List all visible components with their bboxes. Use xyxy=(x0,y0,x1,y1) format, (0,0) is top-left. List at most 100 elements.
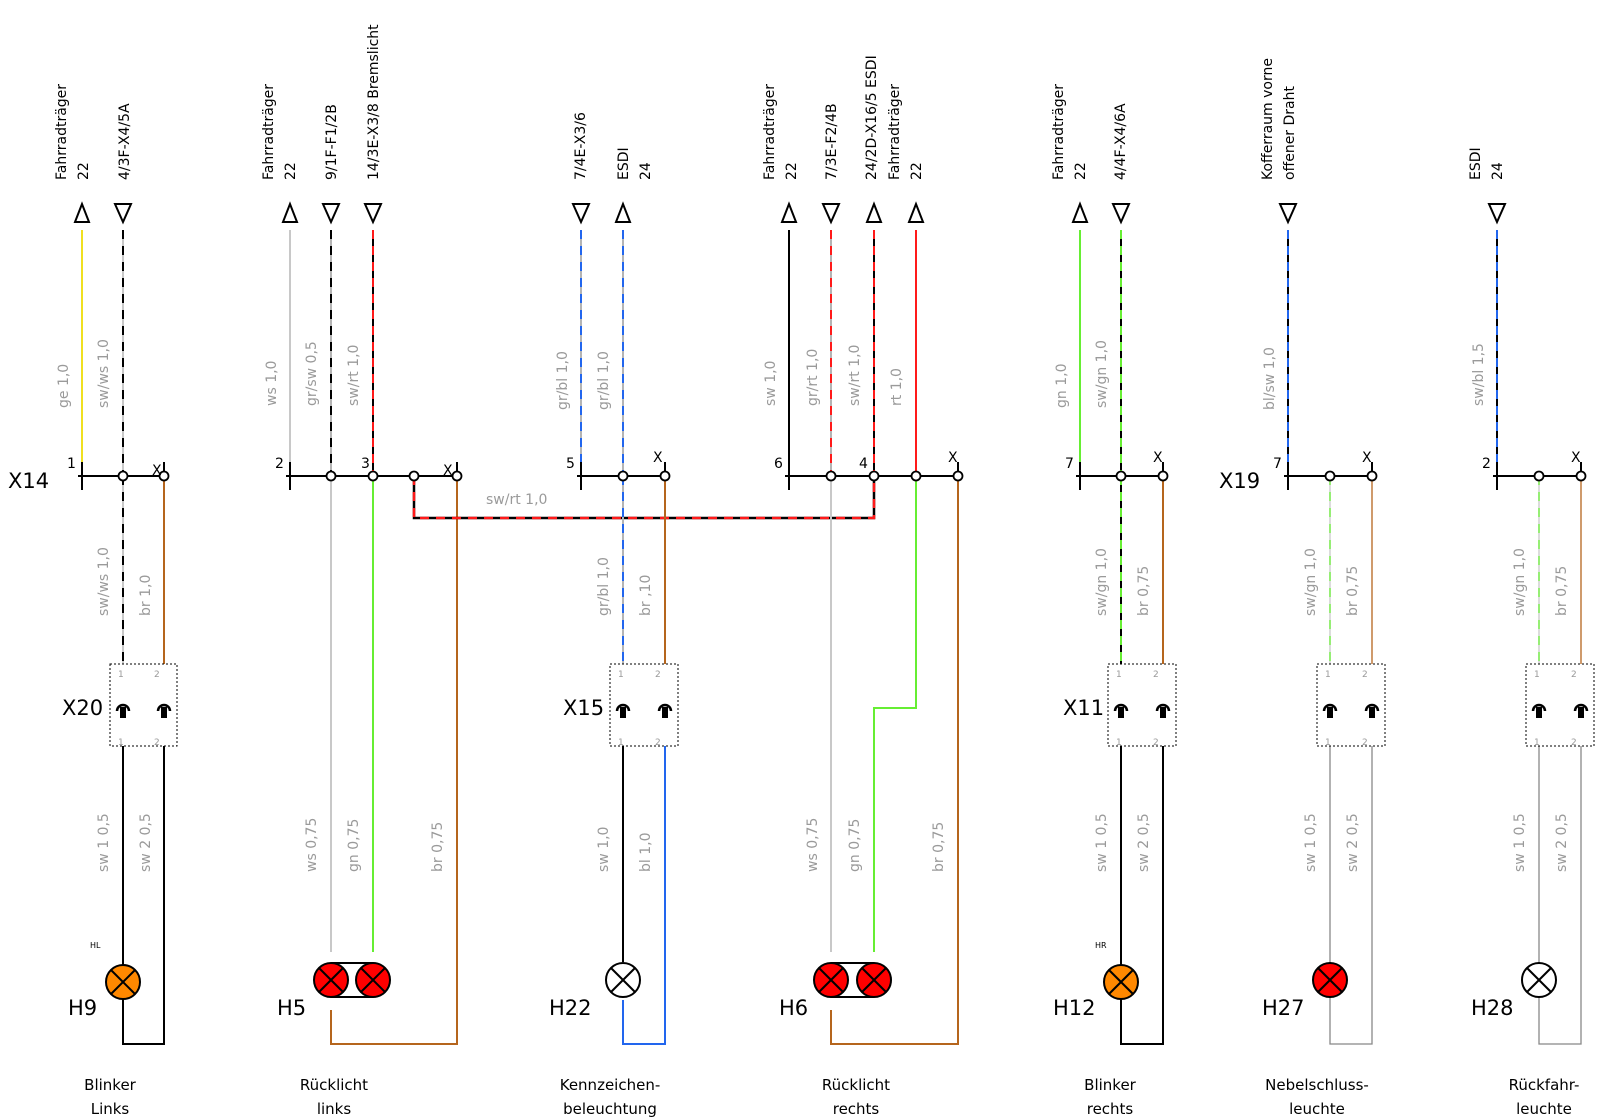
wire-label: sw 1 0,5 xyxy=(1094,813,1110,872)
wire-label: sw/gn 1,0 xyxy=(1094,340,1110,408)
plug-pin-icon xyxy=(161,707,167,718)
wire-label: bl/sw 1,0 xyxy=(1262,347,1278,410)
arrow-down-icon xyxy=(1487,203,1507,225)
top-label-t12: Fahrradträger xyxy=(1051,84,1067,180)
top-label-t1: Fahrradträger xyxy=(54,84,70,180)
x19-plug-box xyxy=(1316,663,1386,747)
wire-label: gr/sw 0,5 xyxy=(304,341,320,406)
lamp-h28-caption: leuchte xyxy=(1516,1100,1572,1118)
plug-pin-number: 2 xyxy=(1153,670,1159,680)
connector-x20-label: X20 xyxy=(62,696,103,720)
top-label-t12: 22 xyxy=(1073,162,1089,180)
wire-label: gr/rt 1,0 xyxy=(805,349,821,406)
wire-label: ws 0,75 xyxy=(304,818,320,872)
plug-pin-number: 1 xyxy=(1325,738,1331,748)
rear-plug-box xyxy=(1525,663,1595,747)
top-label-t3: 22 xyxy=(283,162,299,180)
connector-x15-label: X15 xyxy=(563,696,604,720)
wire-label: gn 1,0 xyxy=(1054,364,1070,408)
lamp-h5-caption: Rücklicht xyxy=(300,1076,368,1094)
connector-x19-label: X19 xyxy=(1219,469,1260,493)
plug-pin-icon xyxy=(1578,707,1584,718)
wire-label: sw/gn 1,0 xyxy=(1512,548,1528,616)
plug-pin-number: 1 xyxy=(618,738,624,748)
lamp-h22-caption: Kennzeichen- xyxy=(560,1076,661,1094)
wire-label: sw 1 0,5 xyxy=(96,813,112,872)
terminal-icon xyxy=(408,470,420,482)
top-label-t13: 4/4F-X4/6A xyxy=(1113,103,1129,180)
wire-label: sw/rt 1,0 xyxy=(847,345,863,406)
arrow-up-icon xyxy=(73,201,91,223)
arrow-down-icon xyxy=(821,203,841,225)
lamp-h6-icon-cross xyxy=(861,967,887,993)
lamp-h12-name: H12 xyxy=(1053,996,1096,1020)
terminal-icon xyxy=(1157,470,1169,482)
wire-sw xyxy=(1120,746,1164,1045)
wire-label: ge 1,0 xyxy=(56,364,72,408)
arrow-up-icon xyxy=(281,201,299,223)
lamp-h6-name: H6 xyxy=(779,996,808,1020)
lamp-h27-icon-cross xyxy=(1317,967,1343,993)
top-label-t11: 22 xyxy=(909,162,925,180)
connector-x14-label: X14 xyxy=(8,469,49,493)
wire-sw xyxy=(1329,746,1373,1045)
x20-plug-box xyxy=(109,663,178,747)
wire-label: sw 2 0,5 xyxy=(138,813,154,872)
plug-pin-number: 1 xyxy=(1325,670,1331,680)
pin-label: 2 xyxy=(1482,456,1491,472)
lamp-h27-caption: leuchte xyxy=(1289,1100,1345,1118)
wire-label: sw 1,0 xyxy=(596,827,612,872)
wire-label: sw/ws 1,0 xyxy=(96,547,112,616)
pin-label: X xyxy=(152,463,162,479)
plug-pin-number: 1 xyxy=(618,670,624,680)
terminal-icon xyxy=(910,470,922,482)
terminal-icon xyxy=(117,470,129,482)
wire-label: sw/gn 1,0 xyxy=(1303,548,1319,616)
arrow-down-icon xyxy=(1278,203,1298,225)
wire-gn xyxy=(873,476,917,952)
arrow-down-icon xyxy=(571,203,591,225)
terminal-icon xyxy=(1366,470,1378,482)
wire-label: br 0,75 xyxy=(1345,566,1361,616)
plug-socket-icon xyxy=(156,703,172,712)
pin-label: X xyxy=(1153,450,1163,466)
plug-socket-icon xyxy=(1531,703,1547,712)
plug-pin-icon xyxy=(120,707,126,718)
wire-bus-sw-rt xyxy=(412,476,876,520)
lamp-h28-name: H28 xyxy=(1471,996,1514,1020)
plug-pin-number: 1 xyxy=(1116,738,1122,748)
pin-label: 6 xyxy=(774,456,783,472)
lamp-h5-icon-cross xyxy=(318,967,344,993)
wire-label: sw/ws 1,0 xyxy=(96,339,112,408)
top-label-t7: ESDI xyxy=(616,147,632,180)
wire-bus-sw-rt-stripe xyxy=(412,476,876,520)
lamp-h22-name: H22 xyxy=(549,996,592,1020)
plug-socket-icon xyxy=(1573,703,1589,712)
lamp-h28-caption: Rückfahr- xyxy=(1509,1076,1580,1094)
wire-br xyxy=(830,476,959,1045)
lamp-h12-icon-cross xyxy=(1108,969,1134,995)
wire-label: br 0,75 xyxy=(1554,566,1570,616)
lamp-h12-tag: HR xyxy=(1095,941,1107,950)
pin-label: X xyxy=(1362,450,1372,466)
lamp-h6-caption: Rücklicht xyxy=(822,1076,890,1094)
wire-label: gr/bl 1,0 xyxy=(555,351,571,410)
wire-label: sw 1 0,5 xyxy=(1303,813,1319,872)
arrow-up-icon xyxy=(1071,201,1089,223)
arrow-up-icon xyxy=(907,201,925,223)
text-layer: Fahrradträger 22 4/3F-X4/5A Fahrradträger 22… xyxy=(8,24,1581,1118)
plug-pin-number: 1 xyxy=(118,670,124,680)
pin-label: 2 xyxy=(275,456,284,472)
terminal-icon xyxy=(367,470,379,482)
wire-label: sw 2 0,5 xyxy=(1345,813,1361,872)
top-label-t8: 22 xyxy=(784,162,800,180)
pin-label: 4 xyxy=(859,456,868,472)
lamp-h28-icon-cross xyxy=(1526,967,1552,993)
arrow-down-icon xyxy=(1111,203,1131,225)
pin-label: 3 xyxy=(361,456,370,472)
lamp-h9-name: H9 xyxy=(68,996,97,1020)
wire-label: gr/bl 1,0 xyxy=(596,557,612,616)
wire-label: br ,10 xyxy=(638,575,654,616)
top-label-t15: ESDI xyxy=(1468,147,1484,180)
terminal-icon xyxy=(868,470,880,482)
